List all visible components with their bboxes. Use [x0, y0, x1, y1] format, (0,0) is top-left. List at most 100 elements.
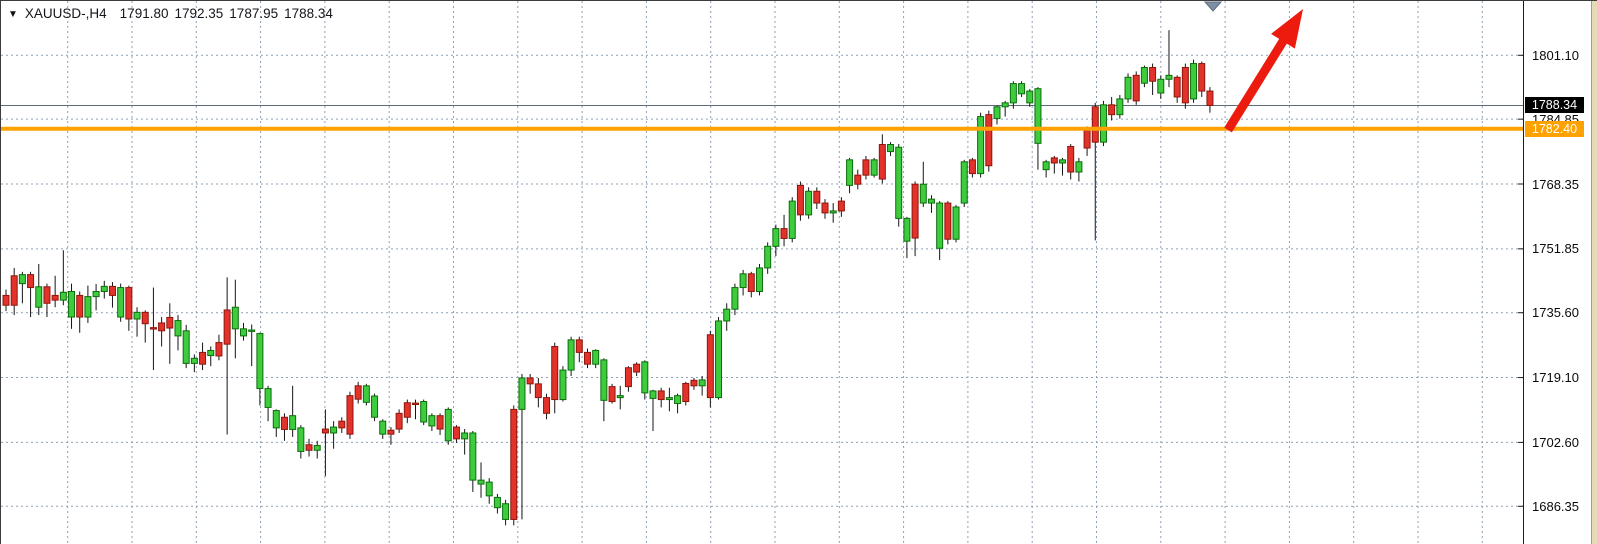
candle-body-bull — [174, 320, 182, 337]
candle-body-bear — [149, 327, 157, 330]
candle-body-bear — [575, 339, 583, 353]
candle-body-bear — [633, 363, 641, 373]
candle — [108, 282, 116, 308]
candle-body-bull — [18, 274, 26, 285]
candle — [1050, 155, 1058, 174]
trend-arrow-shaft[interactable] — [1224, 35, 1289, 133]
candle — [174, 315, 182, 351]
candle-body-bear — [51, 294, 59, 301]
candle-body-bull — [1009, 83, 1017, 104]
candle-body-bull — [477, 479, 485, 485]
candle-body-bear — [10, 275, 18, 306]
candle-body-bear — [412, 402, 419, 406]
candle — [1181, 63, 1189, 109]
candle-body-bull — [715, 320, 723, 399]
candle-body-bear — [534, 383, 542, 399]
candle-body-bull — [887, 144, 895, 153]
candle-body-bear — [968, 159, 976, 175]
candle-body-bear — [657, 390, 665, 401]
candle — [780, 214, 788, 247]
candle — [1198, 61, 1206, 97]
candle — [272, 409, 280, 437]
candle-body-bull — [256, 333, 264, 390]
chart-title: ▼ XAUUSD-,H4 1791.80 1792.35 1787.95 1788.34 — [8, 6, 339, 21]
price-axis[interactable]: 1788.34 1782.40 1801.10 1784.85 1768.35 175… — [1524, 1, 1592, 544]
candle — [977, 112, 985, 178]
candle — [207, 346, 215, 367]
candle-body-bull — [59, 291, 67, 301]
candle-body-bear — [43, 286, 51, 304]
candle-body-bull — [960, 161, 968, 204]
candle-body-bull — [772, 228, 780, 247]
candle — [936, 201, 944, 261]
candle-body-bull — [723, 308, 731, 322]
candle — [551, 342, 559, 414]
candle-body-bull — [420, 401, 428, 423]
candle-body-bear — [510, 408, 518, 520]
candle-body-bear — [854, 174, 862, 185]
candle-body-bull — [698, 379, 706, 387]
candle — [657, 387, 665, 408]
candle-body-bull — [1116, 98, 1124, 116]
candle — [543, 393, 551, 420]
candle — [919, 161, 927, 207]
candle — [231, 279, 239, 359]
candle — [534, 377, 542, 408]
candle — [1140, 65, 1148, 88]
candle-body-bull — [600, 359, 608, 401]
candle — [559, 366, 567, 402]
candle — [698, 375, 706, 396]
candle — [1075, 157, 1083, 182]
candle-body-bull — [641, 361, 649, 394]
candle — [837, 197, 845, 217]
candle — [633, 362, 641, 376]
candle — [305, 438, 313, 457]
candle — [608, 383, 616, 404]
candle — [493, 493, 501, 514]
candle-body-bear — [215, 342, 223, 357]
candle — [248, 324, 256, 367]
candle-body-bear — [1132, 74, 1140, 102]
down-triangle-marker-icon[interactable] — [1203, 1, 1223, 12]
candle — [674, 393, 682, 414]
candle — [944, 201, 952, 245]
candle — [10, 267, 18, 316]
candle-body-bull — [133, 311, 141, 320]
candle-body-bear — [682, 382, 690, 403]
candle — [444, 407, 452, 445]
candle — [665, 387, 673, 412]
candle — [280, 413, 288, 441]
candle — [43, 283, 51, 318]
candle — [297, 425, 305, 459]
candle — [223, 277, 231, 435]
candle — [256, 332, 264, 406]
candle — [583, 348, 591, 369]
candle-body-bull — [469, 432, 477, 481]
candle-body-bear — [747, 273, 755, 292]
candle — [592, 349, 600, 369]
candle-body-bull — [1034, 88, 1042, 144]
candle — [911, 181, 919, 257]
candle-body-bear — [706, 334, 714, 399]
candle — [1042, 159, 1050, 178]
candle — [469, 431, 477, 492]
candle-body-bear — [1108, 104, 1116, 116]
current-price-tag: 1788.34 — [1525, 97, 1584, 114]
candle-body-bull — [1165, 74, 1173, 80]
candle-body-bull — [649, 390, 657, 399]
collapse-chart-icon[interactable]: ▼ — [8, 9, 18, 20]
candle-body-bull — [927, 198, 935, 204]
candle-body-bull — [371, 395, 379, 418]
candle-body-bull — [952, 206, 960, 240]
candle-body-bear — [1173, 76, 1181, 98]
candle-body-bear — [526, 377, 534, 385]
candle — [84, 285, 92, 323]
candle — [772, 224, 780, 257]
candle-body-bear — [780, 228, 788, 239]
candle — [1091, 102, 1099, 241]
candle-body-bull — [870, 159, 878, 176]
candle-body-bull — [190, 357, 198, 364]
symbol-period-label: XAUUSD-,H4 — [24, 6, 107, 21]
trend-arrow-head[interactable] — [1271, 9, 1303, 49]
